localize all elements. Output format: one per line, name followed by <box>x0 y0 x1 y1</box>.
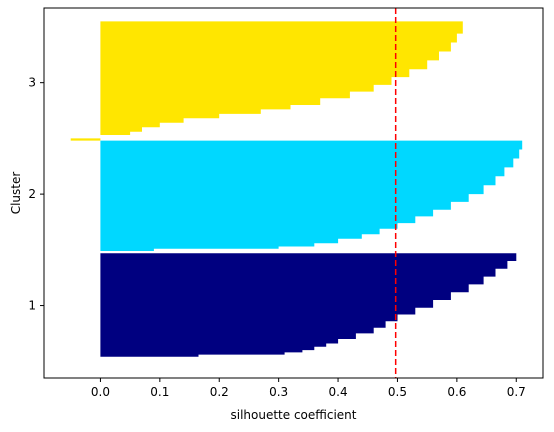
y-tick-label: 2 <box>28 187 36 201</box>
x-tick-label: 0.6 <box>447 385 466 399</box>
x-axis-ticks: 0.0 0.1 0.2 0.3 0.4 0.5 0.6 0.7 <box>91 378 526 399</box>
x-tick-label: 0.7 <box>507 385 526 399</box>
x-axis-title: silhouette coefficient <box>230 408 356 422</box>
y-axis-ticks: 1 2 3 <box>28 76 44 313</box>
plot-frame <box>43 7 544 379</box>
x-tick-label: 0.3 <box>269 385 288 399</box>
cluster-2-silhouette <box>100 140 526 251</box>
y-tick-label: 3 <box>28 76 36 90</box>
clusters-layer <box>70 21 526 357</box>
y-tick-label: 1 <box>28 299 36 313</box>
cluster-1-silhouette <box>100 253 520 357</box>
x-tick-label: 0.4 <box>329 385 348 399</box>
x-tick-label: 0.0 <box>91 385 110 399</box>
x-tick-label: 0.1 <box>150 385 169 399</box>
x-tick-label: 0.5 <box>388 385 407 399</box>
x-tick-label: 0.2 <box>210 385 229 399</box>
cluster-3-silhouette <box>70 21 472 141</box>
y-axis-title: Cluster <box>9 172 23 215</box>
